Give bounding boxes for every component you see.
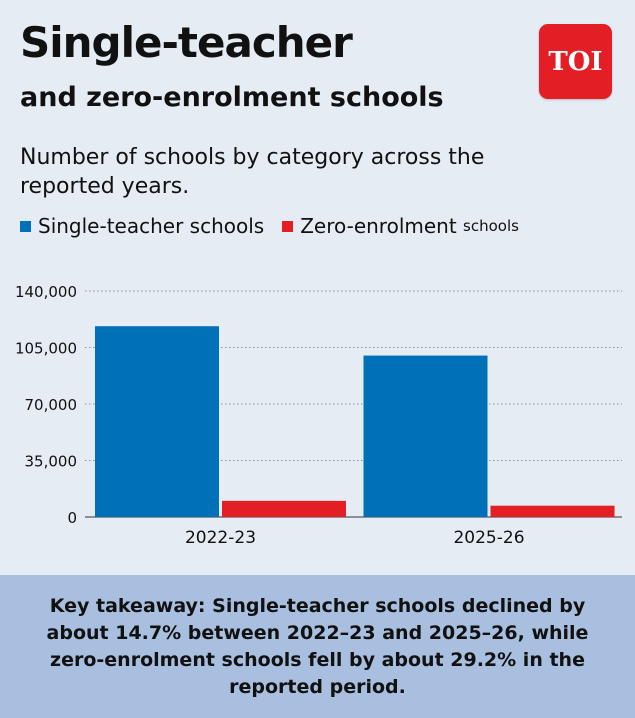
legend-label-zero-small: schools — [463, 217, 519, 235]
legend-label-zero: Zero-enrolment — [300, 214, 464, 238]
key-takeaway-text: Key takeaway: Single-teacher schools dec… — [46, 594, 589, 698]
y-tick-label: 35,000 — [25, 453, 78, 471]
legend-item-zero: Zero-enrolment schools — [282, 214, 519, 238]
bar-single-teacher — [363, 355, 488, 517]
x-tick-label: 2025-26 — [453, 528, 524, 548]
bar-zero-enrolment — [490, 505, 615, 517]
bar-zero-enrolment — [222, 500, 346, 517]
legend-label-single: Single-teacher schools — [38, 214, 265, 238]
y-tick-label: 105,000 — [15, 340, 77, 358]
y-tick-label: 70,000 — [25, 396, 78, 414]
legend-swatch-zero — [282, 220, 294, 232]
legend: Single-teacher schools Zero-enrolment sc… — [20, 214, 537, 238]
logo-text: TOI — [548, 46, 603, 77]
key-takeaway-box: Key takeaway: Single-teacher schools dec… — [0, 575, 635, 718]
toi-logo: TOI — [539, 24, 612, 99]
y-tick-label: 140,000 — [15, 283, 77, 301]
legend-item-single: Single-teacher schools — [20, 214, 264, 238]
chart-title: Single-teacher — [20, 18, 353, 67]
bar-chart: 0 35,000 70,000 105,000 140,000 2022-23 2025-2… — [15, 283, 622, 548]
legend-swatch-single — [20, 220, 31, 232]
y-tick-label: 0 — [67, 509, 77, 527]
chart-subtitle: and zero-enrolment schools — [20, 82, 444, 113]
bar-single-teacher — [95, 326, 219, 517]
chart-description: Number of schools by category across the… — [20, 145, 485, 199]
x-tick-label: 2022-23 — [185, 528, 256, 548]
